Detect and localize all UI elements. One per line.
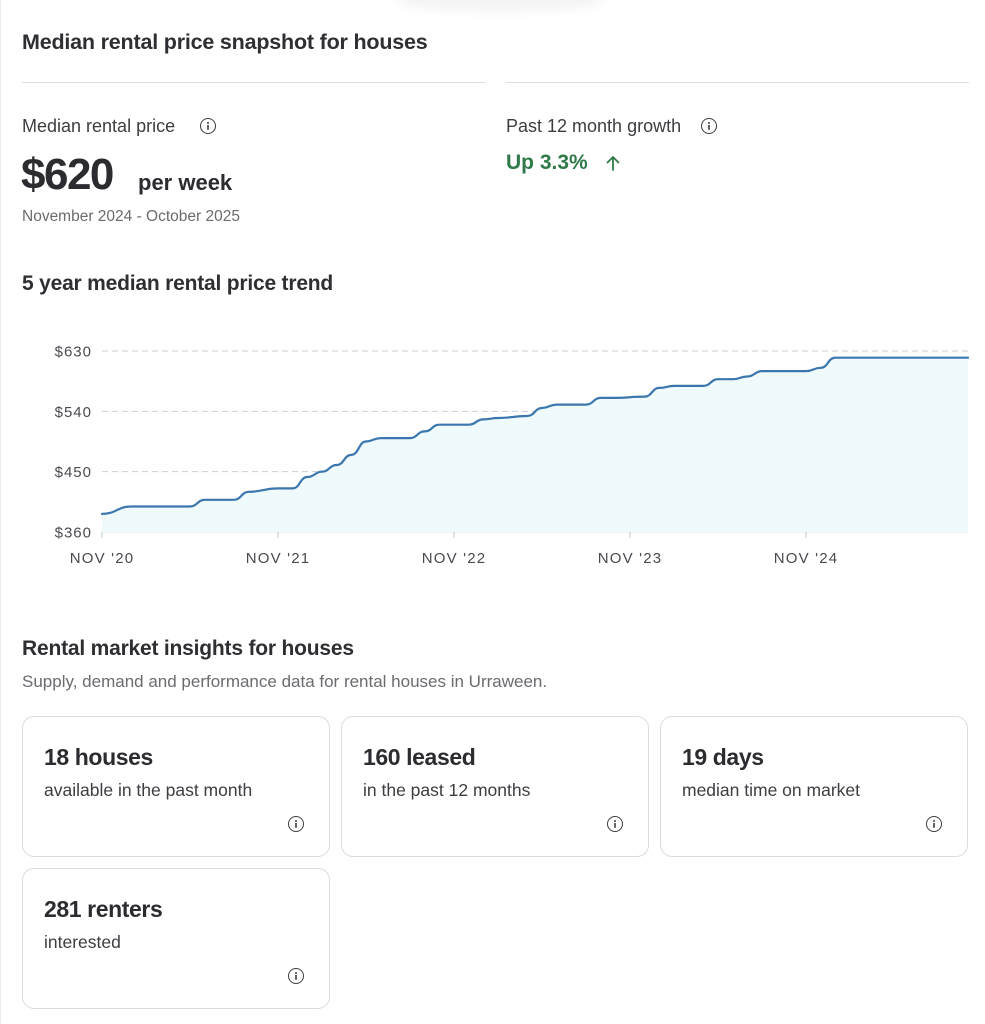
insight-desc: interested (44, 932, 121, 952)
divider-left (22, 82, 485, 83)
price-period: November 2024 - October 2025 (22, 208, 240, 225)
chart-trend-line (100, 356, 970, 515)
insight-value: 18 houses (44, 744, 153, 770)
chart-area-fill (102, 357, 968, 532)
growth-info-icon[interactable] (701, 118, 717, 134)
y-tick-label: $450 (55, 464, 92, 481)
price-unit: per week (138, 170, 233, 195)
snapshot-title: Median rental price snapshot for houses (22, 30, 428, 54)
x-tick-label: NOV '23 (598, 550, 663, 567)
y-tick-label: $630 (55, 344, 92, 361)
insight-value: 160 leased (363, 744, 476, 770)
median-price-info-icon[interactable] (200, 118, 216, 134)
growth-label: Past 12 month growth (506, 116, 682, 136)
y-tick-label: $360 (55, 525, 92, 542)
info-icon[interactable] (288, 816, 304, 832)
insight-card-days: 19 days median time on market (660, 716, 968, 857)
x-tick-label: NOV '21 (246, 550, 311, 567)
insight-desc: in the past 12 months (363, 780, 531, 800)
insight-card-renters: 281 renters interested (22, 868, 330, 1009)
x-tick-label: NOV '24 (774, 550, 839, 567)
trend-title: 5 year median rental price trend (22, 272, 334, 295)
insights-title: Rental market insights for houses (22, 637, 354, 660)
page-edge (0, 0, 1, 1024)
x-tick-label: NOV '22 (422, 550, 487, 567)
insight-value: 19 days (682, 744, 764, 770)
insight-card-leased: 160 leased in the past 12 months (341, 716, 649, 857)
info-icon[interactable] (288, 968, 304, 984)
insight-card-available: 18 houses available in the past month (22, 716, 330, 857)
insight-desc: available in the past month (44, 780, 253, 800)
y-tick-label: $540 (55, 404, 92, 421)
insights-subtitle: Supply, demand and performance data for … (22, 672, 548, 691)
info-icon[interactable] (607, 816, 623, 832)
growth-value: Up 3.3% (506, 151, 588, 174)
info-icon[interactable] (926, 816, 942, 832)
insight-desc: median time on market (682, 780, 860, 800)
insight-value: 281 renters (44, 896, 163, 922)
median-price-value: $620 (21, 150, 114, 199)
arrow-up-icon (603, 152, 623, 179)
top-shadow (395, 0, 605, 12)
x-tick-label: NOV '20 (70, 550, 135, 567)
median-price-label: Median rental price (22, 116, 176, 136)
divider-right (506, 82, 969, 83)
rental-trend-chart: $360 $450 $540 $630 NOV '20 NOV '21 NOV '22 NO… (55, 344, 970, 567)
